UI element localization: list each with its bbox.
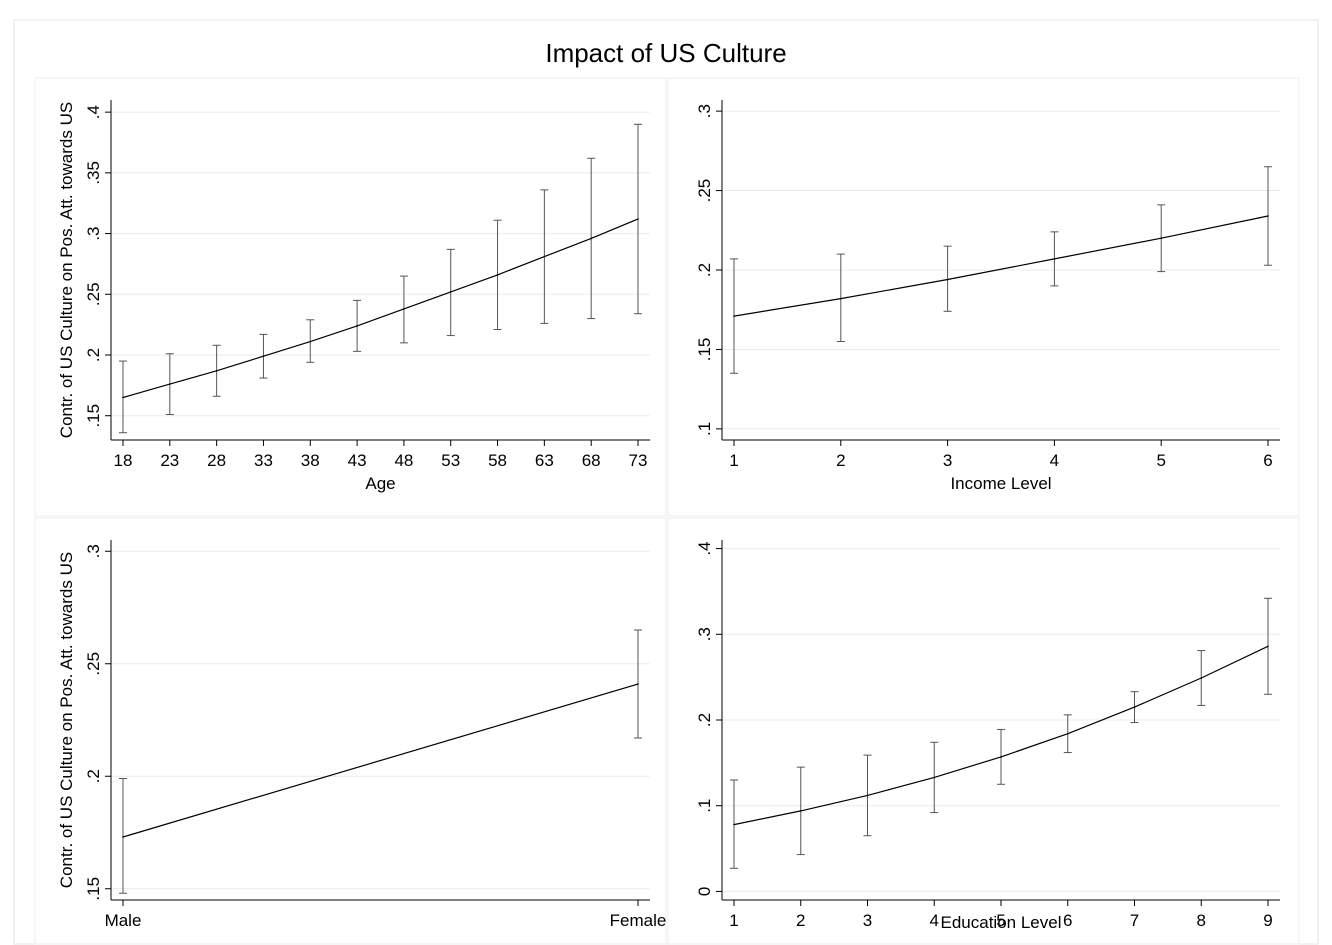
y-tick-label: .15 <box>84 877 103 901</box>
x-tick-label: 4 <box>1050 451 1059 470</box>
data-point <box>1053 258 1056 260</box>
data-point <box>403 308 405 310</box>
x-tick-label: 4 <box>930 911 939 930</box>
x-tick-label: 33 <box>254 451 273 470</box>
x-tick-label: 18 <box>114 451 133 470</box>
x-tick-label: 6 <box>1063 911 1072 930</box>
x-tick-label: 3 <box>863 911 872 930</box>
series-line <box>122 218 639 399</box>
data-point <box>309 340 312 343</box>
panel-top-right: .1 .15 .2 .25 .3 1 2 3 4 5 6 Income Level <box>667 77 1300 517</box>
data-point <box>1267 215 1269 217</box>
y-tick-label: .2 <box>84 769 103 783</box>
data-point <box>733 823 735 826</box>
y-tick-label: .3 <box>695 104 714 118</box>
data-point <box>215 369 218 372</box>
x-axis-label: Age <box>365 474 395 493</box>
x-tick-label: 23 <box>160 451 179 470</box>
data-point <box>262 355 265 358</box>
y-tick-label: .35 <box>84 161 103 185</box>
data-point <box>799 810 802 812</box>
data-point <box>356 325 358 327</box>
x-tick-label: 63 <box>535 451 554 470</box>
y-tick-label: .2 <box>695 713 714 727</box>
data-point <box>637 218 639 220</box>
y-tick-label: .4 <box>84 105 103 119</box>
data-point <box>449 291 452 293</box>
panel-bottom-right: 0 .1 .2 .3 .4 1 2 3 4 5 6 7 8 9 Education Level <box>667 517 1300 945</box>
panel-frame <box>34 517 667 945</box>
x-tick-label: 58 <box>488 451 507 470</box>
y-tick-label: .25 <box>84 282 103 306</box>
y-tick-label: .2 <box>84 348 103 362</box>
x-tick-label: 43 <box>348 451 367 470</box>
data-point <box>733 315 735 317</box>
data-point <box>1133 706 1136 708</box>
y-axis-label: Contr. of US Culture on Pos. Att. toward… <box>57 552 76 888</box>
data-point <box>122 396 124 399</box>
y-tick-label: .3 <box>84 226 103 240</box>
y-axis-label: Contr. of US Culture on Pos. Att. toward… <box>57 102 76 438</box>
y-tick-label: .15 <box>695 338 714 362</box>
x-tick-label: 9 <box>1263 911 1272 930</box>
x-tick-label: 73 <box>629 451 648 470</box>
x-tick-label: 6 <box>1263 451 1272 470</box>
series-line <box>733 215 1269 317</box>
data-point <box>1267 645 1269 648</box>
x-axis-label: Education Level <box>941 913 1062 932</box>
x-tick-label: 38 <box>301 451 320 470</box>
x-tick-label: 1 <box>729 451 738 470</box>
panel-top-left: .15 .2 .25 .3 .35 .4 18 23 28 33 38 43 48 53 58 63 68 73 C… <box>34 77 667 517</box>
x-tick-label: 8 <box>1197 911 1206 930</box>
x-tick-label: Female <box>610 911 667 930</box>
x-tick-label: 2 <box>796 911 805 930</box>
y-tick-label: .1 <box>695 799 714 813</box>
y-tick-label: 0 <box>695 887 714 896</box>
figure-title: Impact of US Culture <box>545 38 787 68</box>
panel-bottom-left: .15 .2 .25 .3 Male Female Contr. of US Culture… <box>34 517 667 945</box>
panel-frame <box>667 517 1300 945</box>
x-tick-label: 5 <box>996 911 1005 930</box>
y-tick-label: .15 <box>84 404 103 428</box>
x-tick-label: 1 <box>729 911 738 930</box>
panel-frame <box>667 77 1300 517</box>
data-point <box>946 278 949 281</box>
x-tick-label: 48 <box>394 451 413 470</box>
data-point <box>1066 732 1069 735</box>
data-point <box>933 776 936 779</box>
x-tick-label: 7 <box>1130 911 1139 930</box>
series-line <box>122 683 639 838</box>
y-tick-label: .1 <box>695 422 714 436</box>
data-point <box>1160 237 1162 240</box>
x-axis-label: Income Level <box>950 474 1051 493</box>
y-tick-label: .4 <box>695 541 714 555</box>
data-point <box>1000 756 1002 758</box>
x-tick-label: 2 <box>836 451 845 470</box>
y-tick-label: .3 <box>695 627 714 641</box>
x-tick-label: 5 <box>1156 451 1165 470</box>
data-point <box>169 383 171 385</box>
y-tick-label: .3 <box>84 544 103 558</box>
error-bar <box>119 778 127 894</box>
data-point <box>543 255 546 258</box>
data-point <box>122 836 124 838</box>
data-point <box>866 794 869 797</box>
y-tick-label: .2 <box>695 263 714 277</box>
y-tick-label: .25 <box>84 652 103 676</box>
x-tick-label: 28 <box>207 451 226 470</box>
x-tick-label: 68 <box>582 451 601 470</box>
data-point <box>637 683 639 685</box>
data-point <box>840 297 842 300</box>
y-tick-label: .25 <box>695 179 714 203</box>
data-point <box>590 237 592 240</box>
x-tick-label: 3 <box>943 451 952 470</box>
panel-frame <box>34 77 667 517</box>
x-tick-label: 53 <box>441 451 460 470</box>
data-point <box>496 274 499 276</box>
data-point <box>1200 677 1203 679</box>
x-tick-label: Male <box>105 911 142 930</box>
